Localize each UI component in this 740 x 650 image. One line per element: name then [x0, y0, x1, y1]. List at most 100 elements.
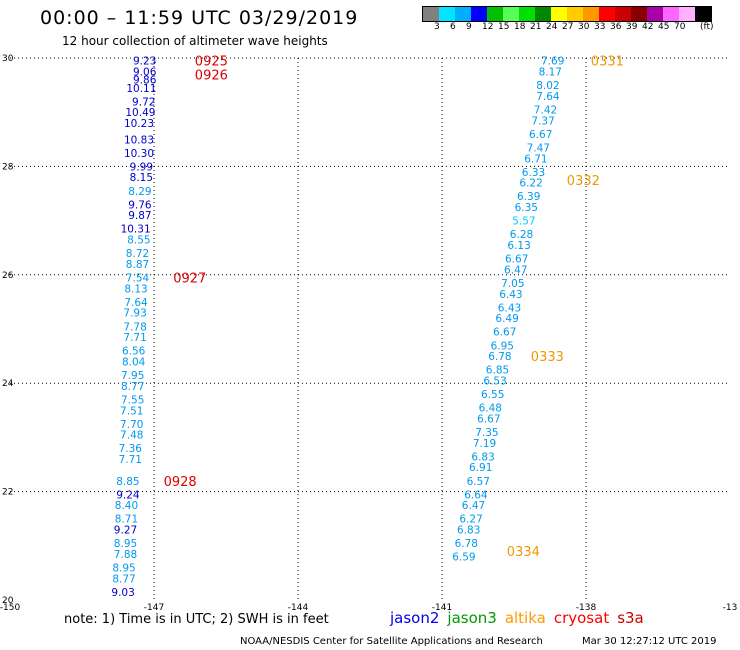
- color-swatch: [551, 7, 567, 21]
- wave-height-label: 9.76: [128, 199, 152, 211]
- x-tick-label: -150: [0, 603, 20, 613]
- wave-height-label: 9.23: [133, 56, 156, 68]
- wave-height-label: 7.37: [531, 115, 554, 127]
- wave-height-label: 10.83: [124, 134, 154, 146]
- wave-height-label: 8.29: [128, 186, 151, 198]
- color-scale-label: 24: [546, 22, 558, 32]
- x-tick-label: -141: [432, 603, 452, 613]
- wave-height-label: 8.13: [124, 283, 147, 295]
- wave-height-label: 8.77: [121, 381, 144, 393]
- wave-height-label: 9.72: [132, 96, 155, 108]
- wave-height-label: 7.51: [120, 405, 143, 417]
- color-swatch: [695, 7, 711, 21]
- wave-height-label: 6.57: [467, 476, 490, 488]
- wave-height-label: 9.86: [133, 75, 157, 87]
- wave-height-label: 7.78: [123, 321, 146, 333]
- color-swatch: [455, 7, 471, 21]
- color-scale-label: 45: [658, 22, 670, 32]
- wave-height-label: 6.85: [486, 365, 509, 377]
- wave-height-label: 6.78: [455, 538, 478, 550]
- color-scale-label: 9: [466, 22, 472, 32]
- wave-height-label: 9.87: [128, 210, 151, 222]
- wave-height-label: 5.57: [512, 216, 535, 228]
- wave-height-label: 7.19: [473, 438, 496, 450]
- wave-height-label: 6.59: [452, 552, 475, 564]
- wave-height-label: 8.95: [114, 538, 137, 550]
- wave-height-label: 10.31: [121, 224, 151, 236]
- wave-height-label: 9.24: [116, 489, 140, 501]
- wave-height-label: 6.48: [479, 403, 502, 415]
- satellite-jason3: jason3: [447, 609, 497, 627]
- color-scale-label: 27: [562, 22, 574, 32]
- wave-height-label: 10.23: [124, 118, 154, 130]
- y-tick-label: 20: [2, 596, 14, 606]
- satellite-altika: altika: [504, 609, 546, 627]
- x-tick-label: -147: [144, 603, 164, 613]
- wave-height-label: 8.71: [115, 514, 138, 526]
- wave-height-label: 7.64: [124, 297, 148, 309]
- wave-height-label: 6.47: [504, 264, 527, 276]
- wave-height-label: 7.93: [123, 308, 146, 320]
- color-scale-label: 33: [594, 22, 606, 32]
- wave-height-label: 7.88: [114, 549, 137, 561]
- wave-height-label: 8.15: [130, 172, 153, 184]
- x-tick-label: -144: [288, 603, 309, 613]
- wave-height-label: 7.95: [121, 370, 144, 382]
- y-tick-label: 22: [2, 488, 13, 498]
- pass-time-label: 0928: [164, 475, 197, 490]
- color-swatch: [679, 7, 695, 21]
- wave-height-label: 8.02: [536, 80, 559, 92]
- color-scale-label: 70: [674, 22, 686, 32]
- wave-height-label: 10.11: [126, 83, 156, 95]
- color-scale-label: 18: [514, 22, 526, 32]
- wave-height-label: 10.30: [124, 148, 154, 160]
- color-swatch: [471, 7, 487, 21]
- wave-height-label: 6.83: [457, 525, 480, 537]
- wave-height-label: 8.55: [127, 235, 150, 247]
- satellite-legend: jason2 jason3 altika cryosat s3a: [390, 609, 652, 627]
- pass-time-label: 0926: [195, 68, 228, 83]
- wave-height-label: 6.43: [498, 302, 521, 314]
- color-swatch: [423, 7, 439, 21]
- color-swatch: [599, 7, 615, 21]
- pass-time-label: 0332: [567, 174, 600, 189]
- wave-height-label: 6.39: [517, 191, 540, 203]
- satellite-cryosat: cryosat: [553, 609, 610, 627]
- color-scale-label: 30: [578, 22, 590, 32]
- credit-line: NOAA/NESDIS Center for Satellite Applica…: [240, 636, 543, 647]
- wave-height-label: 7.36: [119, 443, 143, 455]
- color-swatch: [487, 7, 503, 21]
- wave-height-label: 7.05: [501, 278, 524, 290]
- wave-height-label: 6.55: [481, 389, 504, 401]
- x-tick-label: -13: [723, 603, 738, 613]
- wave-height-label: 6.91: [469, 462, 492, 474]
- wave-height-label: 6.35: [515, 202, 538, 214]
- wave-height-label: 6.43: [499, 289, 522, 301]
- wave-height-label: 9.99: [130, 161, 153, 173]
- wave-height-label: 8.77: [112, 573, 135, 585]
- page-subtitle: 12 hour collection of altimeter wave hei…: [62, 34, 328, 48]
- footnote: note: 1) Time is in UTC; 2) SWH is in fe…: [64, 612, 329, 627]
- wave-height-label: 7.55: [121, 394, 144, 406]
- pass-time-label: 0331: [591, 55, 624, 70]
- y-tick-label: 30: [2, 54, 14, 64]
- wave-height-label: 6.67: [505, 254, 528, 266]
- y-tick-label: 26: [2, 271, 14, 281]
- wave-height-label: 7.35: [475, 427, 498, 439]
- wave-height-label: 9.06: [133, 67, 157, 79]
- wave-height-label: 9.03: [111, 587, 134, 599]
- wave-height-label: 6.67: [493, 327, 516, 339]
- pass-time-label: 0333: [531, 350, 564, 365]
- color-scale-label: 36: [610, 22, 622, 32]
- y-tick-label: 28: [2, 162, 14, 172]
- color-scale-unit: (ft): [700, 22, 714, 32]
- satellite-s3a: s3a: [617, 609, 644, 627]
- wave-height-label: 9.27: [114, 525, 137, 537]
- wave-height-label: 7.71: [123, 332, 146, 344]
- wave-height-label: 8.04: [122, 357, 146, 369]
- wave-height-label: 6.33: [522, 167, 545, 179]
- y-tick-label: 24: [2, 379, 14, 389]
- color-swatch: [535, 7, 551, 21]
- pass-time-label: 0334: [507, 545, 540, 560]
